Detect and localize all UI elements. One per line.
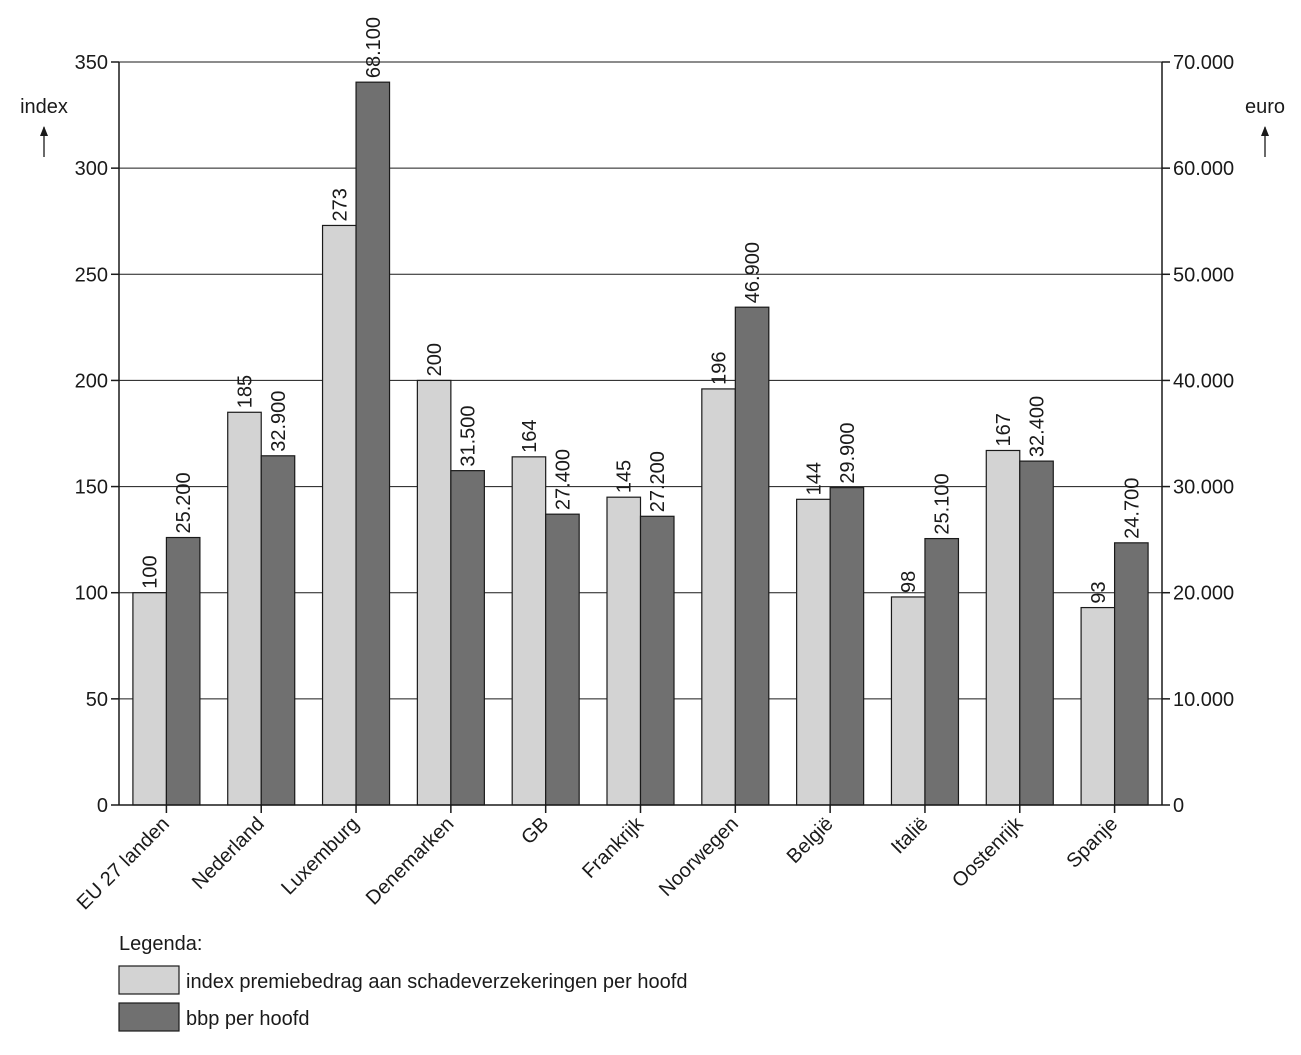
data-label-index-8: 98	[898, 571, 920, 593]
right-axis-arrow-head	[1261, 126, 1269, 136]
legend-swatch-1	[118, 1002, 180, 1032]
right-tick-label-6: 60.000	[1173, 158, 1234, 180]
data-label-bbp-9: 32.400	[1027, 396, 1049, 457]
bar-index-6	[701, 388, 736, 806]
right-tick-label-7: 70.000	[1173, 52, 1234, 74]
category-label-1: Nederland	[188, 813, 269, 894]
data-label-index-9: 167	[993, 413, 1015, 446]
data-label-index-6: 196	[709, 352, 731, 385]
bar-index-0	[132, 592, 168, 806]
bar-index-10	[1080, 606, 1116, 806]
bar-index-8	[890, 596, 926, 806]
legend-title: Legenda:	[119, 933, 202, 955]
left-tick-label-6: 300	[75, 158, 108, 180]
bar-index-1	[227, 411, 262, 806]
category-label-2: Luxemburg	[277, 813, 363, 899]
right-tick-label-2: 20.000	[1173, 583, 1234, 605]
data-label-bbp-10: 24.700	[1121, 478, 1143, 539]
right-tick-label-5: 50.000	[1173, 264, 1234, 286]
category-label-4: GB	[517, 813, 553, 849]
legend-label-0: index premiebedrag aan schadeverzekering…	[186, 971, 687, 993]
left-tick-label-1: 50	[86, 689, 108, 711]
left-tick-label-3: 150	[75, 477, 108, 499]
left-tick-label-7: 350	[75, 52, 108, 74]
left-tick-label-0: 0	[97, 795, 108, 817]
left-axis-arrow-head	[40, 126, 48, 136]
legend-swatch-0	[118, 965, 180, 995]
category-label-7: België	[783, 813, 838, 868]
bar-bbp-3	[450, 470, 485, 806]
bar-index-9	[985, 449, 1021, 806]
category-label-10: Spanje	[1063, 813, 1123, 873]
data-label-index-3: 200	[424, 343, 446, 376]
data-label-bbp-6: 46.900	[742, 242, 764, 303]
data-label-bbp-3: 31.500	[458, 405, 480, 466]
category-label-8: Italië	[887, 813, 932, 858]
bar-bbp-4	[545, 513, 580, 806]
data-label-bbp-1: 32.900	[268, 391, 290, 452]
left-tick-label-4: 200	[75, 370, 108, 392]
bar-bbp-5	[639, 515, 675, 806]
data-label-bbp-8: 25.100	[932, 473, 954, 534]
bar-index-3	[416, 379, 452, 806]
left-tick-label-5: 250	[75, 264, 108, 286]
right-tick-label-0: 0	[1173, 795, 1184, 817]
category-label-3: Denemarken	[362, 813, 459, 910]
data-label-bbp-5: 27.200	[647, 451, 669, 512]
data-label-bbp-4: 27.400	[552, 449, 574, 510]
data-label-index-10: 93	[1088, 581, 1110, 603]
bar-bbp-8	[924, 537, 960, 806]
bar-index-2	[321, 224, 357, 806]
data-label-bbp-2: 68.100	[363, 17, 385, 78]
right-tick-label-4: 40.000	[1173, 370, 1234, 392]
bar-bbp-2	[355, 81, 391, 806]
category-label-0: EU 27 landen	[73, 813, 174, 914]
right-tick-label-3: 30.000	[1173, 477, 1234, 499]
bar-bbp-10	[1113, 542, 1149, 806]
bar-index-5	[606, 496, 642, 806]
data-label-index-5: 145	[614, 460, 636, 493]
bar-bbp-9	[1019, 460, 1054, 806]
data-label-bbp-7: 29.900	[837, 422, 859, 483]
data-label-index-2: 273	[329, 188, 351, 221]
bar-bbp-1	[260, 455, 296, 806]
data-label-index-7: 144	[803, 462, 825, 495]
right-tick-label-1: 10.000	[1173, 689, 1234, 711]
category-label-5: Frankrijk	[578, 812, 648, 882]
bar-index-7	[796, 498, 831, 806]
bar-index-4	[511, 456, 547, 806]
data-label-index-4: 164	[519, 419, 541, 452]
data-label-index-0: 100	[140, 555, 162, 588]
bar-bbp-7	[829, 487, 865, 806]
left-tick-label-2: 100	[75, 583, 108, 605]
bar-bbp-6	[734, 306, 770, 806]
data-label-bbp-0: 25.200	[173, 472, 195, 533]
legend-label-1: bbp per hoofd	[186, 1008, 309, 1030]
data-label-index-1: 185	[234, 375, 256, 408]
category-label-9: Oostenrijk	[948, 812, 1028, 892]
left-axis-unit-label: index	[20, 96, 68, 118]
category-label-6: Noorwegen	[655, 813, 743, 901]
right-axis-unit-label: euro	[1245, 96, 1285, 118]
bar-bbp-0	[165, 536, 201, 806]
